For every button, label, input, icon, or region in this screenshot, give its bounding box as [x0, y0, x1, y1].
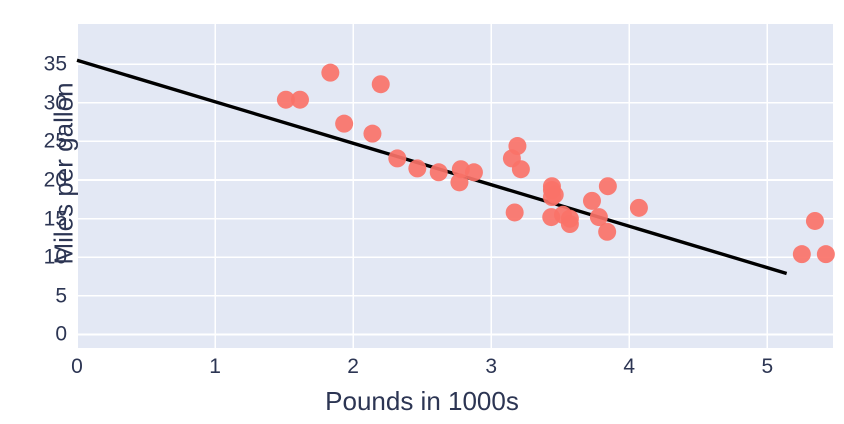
y-axis-title: Miles per gallon: [48, 82, 79, 265]
y-tick-label: 25: [43, 129, 67, 153]
y-tick-label: 35: [43, 52, 67, 76]
x-axis-title: Pounds in 1000s: [325, 386, 519, 416]
x-tick-label: 0: [71, 355, 83, 378]
plot-panel: [76, 24, 835, 348]
x-tick-label: 2: [347, 355, 359, 378]
x-tick-label: 3: [485, 355, 498, 378]
gridlines: [76, 24, 833, 348]
y-tick-label: 0: [55, 322, 67, 346]
x-tick-label: 5: [761, 355, 774, 378]
x-tick-label: 1: [209, 355, 221, 378]
y-tick-label: 20: [43, 168, 67, 192]
y-tick-label: 10: [43, 245, 67, 269]
y-tick-label: 30: [43, 91, 67, 115]
y-axis-title-wrapper: Miles per gallon: [49, 14, 80, 334]
x-tick-label: 4: [623, 355, 636, 378]
y-tick-label: 15: [43, 207, 67, 231]
scatter-points-layer: [276, 63, 835, 264]
y-tick-label: 5: [55, 284, 67, 308]
